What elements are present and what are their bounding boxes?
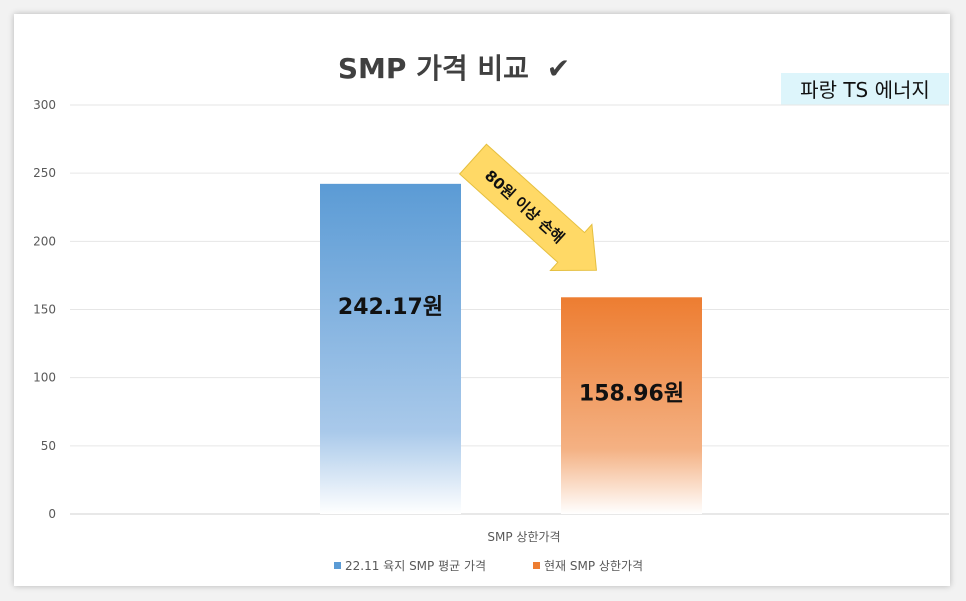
- legend-item-avg[interactable]: 22.11 육지 SMP 평균 가격: [334, 559, 486, 573]
- chart-title: SMP 가격 비교 ✔: [338, 52, 570, 85]
- arrow-shape: [458, 143, 597, 272]
- y-tick-label: 50: [41, 439, 56, 453]
- check-icon: ✔: [547, 52, 570, 85]
- y-tick-label: 150: [33, 303, 56, 317]
- y-axis-ticks: 0 50 100 150 200 250 300: [33, 98, 56, 521]
- brand-highlight: [781, 73, 949, 105]
- y-tick-label: 100: [33, 371, 56, 385]
- legend: 22.11 육지 SMP 평균 가격 현재 SMP 상한가격: [334, 559, 643, 573]
- y-tick-label: 0: [48, 507, 56, 521]
- legend-label-avg: 22.11 육지 SMP 평균 가격: [345, 559, 486, 573]
- brand-label: 파랑 TS 에너지: [800, 78, 930, 102]
- legend-swatch-current: [533, 562, 540, 569]
- legend-swatch-avg: [334, 562, 341, 569]
- bar-data-label: 158.96원: [579, 382, 684, 407]
- legend-label-current: 현재 SMP 상한가격: [544, 559, 643, 573]
- legend-item-current[interactable]: 현재 SMP 상한가격: [533, 559, 643, 573]
- bar-data-label: 242.17원: [338, 295, 443, 320]
- bar-avg[interactable]: [320, 183, 461, 515]
- category-label: SMP 상한가격: [487, 530, 560, 544]
- chart-card: SMP 가격 비교 ✔ 파랑 TS 에너지 0 50 100 150 200 250 300…: [14, 14, 950, 586]
- loss-annotation-arrow: 80원 이상 손해: [458, 143, 597, 272]
- y-tick-label: 200: [33, 234, 56, 248]
- bar-chart: SMP 가격 비교 ✔ 파랑 TS 에너지 0 50 100 150 200 250 300…: [33, 52, 949, 573]
- bar-current[interactable]: [561, 297, 702, 514]
- y-tick-label: 300: [33, 98, 56, 112]
- bars: 242.17원 158.96원: [320, 183, 702, 515]
- y-tick-label: 250: [33, 166, 56, 180]
